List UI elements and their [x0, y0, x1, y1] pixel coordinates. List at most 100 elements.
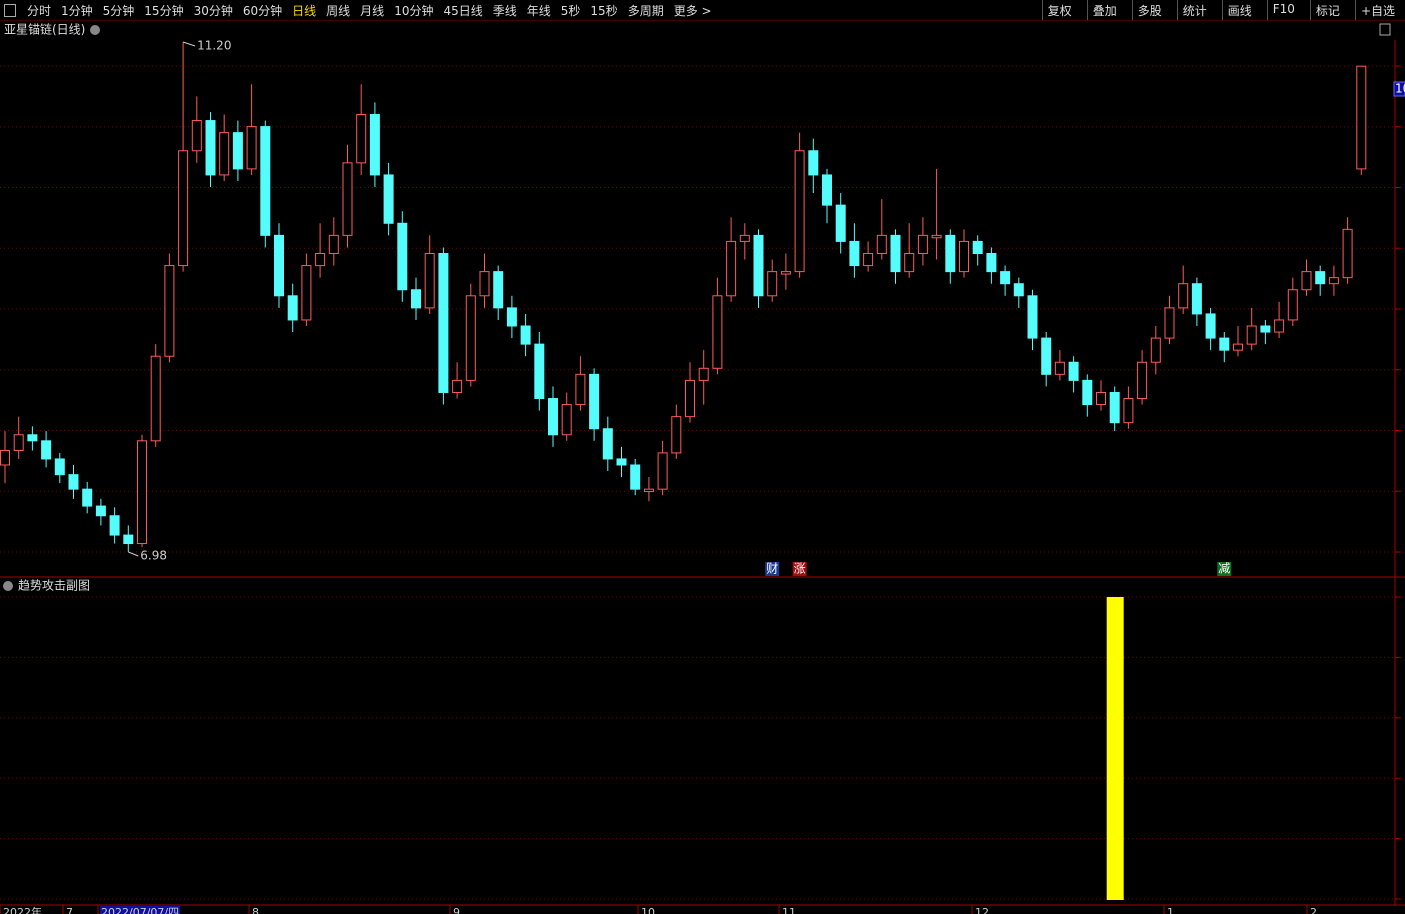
toolbar-button[interactable]: 30分钟 — [193, 3, 233, 18]
candle-body — [822, 174, 832, 206]
event-label: 财 — [766, 562, 778, 576]
event-label: 减 — [1218, 562, 1230, 576]
event-box — [1217, 562, 1232, 576]
candle-body — [219, 132, 230, 176]
candle-body — [1178, 283, 1189, 309]
candle-body — [1260, 325, 1271, 333]
candle-body — [835, 204, 846, 242]
time-label: 1 — [1167, 906, 1174, 914]
candle-body — [1150, 337, 1161, 363]
candle-body — [424, 252, 435, 309]
event-box — [792, 562, 807, 576]
candle-body — [630, 464, 641, 490]
toolbar-button[interactable]: 10分钟 — [394, 3, 434, 18]
candle-body — [548, 398, 558, 436]
indicator-menu[interactable] — [3, 581, 13, 591]
toolbar-button[interactable]: +自选 — [1354, 0, 1400, 20]
candle-body — [1356, 65, 1367, 170]
candle-body — [287, 295, 298, 321]
toolbar-button[interactable]: 年线 — [526, 3, 551, 18]
candle-body — [1164, 307, 1175, 339]
candle-body — [465, 295, 476, 381]
candle-body — [54, 458, 65, 476]
candle-body — [657, 452, 668, 490]
toolbar-button[interactable]: 60分钟 — [242, 3, 283, 18]
tool-buttons: 复权 叠加 多股 统计 画线 F10 标记 +自选 — [1037, 0, 1405, 20]
candle-body — [602, 428, 613, 460]
max-pointer — [182, 41, 196, 47]
candle-body — [1191, 283, 1202, 315]
candle-body — [369, 114, 380, 176]
candle-body — [1096, 391, 1106, 406]
event-label: 涨 — [794, 561, 806, 576]
signal-bar — [1106, 597, 1124, 900]
toolbar-button[interactable]: 15秒 — [590, 3, 618, 18]
toolbar-button[interactable]: 画线 — [1221, 0, 1257, 20]
candle-body — [397, 222, 408, 291]
candle-body — [383, 174, 394, 224]
toolbar-button[interactable]: 1分钟 — [61, 3, 93, 18]
toolbar-button[interactable]: 季线 — [492, 3, 517, 18]
candle-body — [452, 379, 463, 393]
candle-body — [1205, 313, 1216, 339]
candle-body — [1041, 337, 1052, 375]
toolbar-button[interactable]: 15分钟 — [144, 3, 184, 18]
pane-button[interactable] — [1379, 23, 1391, 36]
candle-body — [643, 488, 654, 493]
toolbar-button[interactable]: 更多 > — [673, 3, 712, 18]
candle-body — [753, 234, 764, 297]
toolbar-button[interactable]: 45日线 — [443, 3, 483, 18]
time-label: 2022年 — [3, 905, 42, 914]
candle-body — [561, 404, 572, 436]
candle-body — [150, 355, 161, 442]
time-label: 10 — [641, 906, 655, 914]
candle-body — [1301, 271, 1312, 291]
toolbar-button[interactable]: 多周期 — [627, 3, 664, 18]
toolbar: 分时 1分钟 5分钟 15分钟 30分钟 60分钟 日线 周线 月线 10分钟 45日线 季线 年线 5秒… — [0, 0, 1405, 21]
candle-body — [767, 271, 778, 297]
candle-body — [438, 252, 449, 393]
toolbar-button[interactable]: 统计 — [1176, 0, 1212, 20]
candle-body — [739, 234, 750, 242]
time-label: 9 — [453, 906, 460, 914]
candle-body — [1274, 319, 1285, 333]
candle-body — [794, 150, 805, 273]
candle-body — [1123, 398, 1134, 424]
candle-body — [1027, 295, 1038, 339]
candle-body — [726, 240, 737, 297]
candle-body — [1068, 361, 1079, 381]
candle-body — [945, 234, 956, 273]
candle-body — [1315, 271, 1326, 285]
time-label: 12 — [975, 906, 989, 914]
candle-body — [808, 150, 819, 176]
candle-body — [671, 416, 682, 454]
toolbar-button[interactable]: F10 — [1266, 0, 1300, 20]
min-pointer — [128, 551, 139, 557]
toolbar-button[interactable]: 周线 — [326, 3, 351, 18]
icon[interactable] — [4, 3, 16, 17]
toolbar-button[interactable]: 5分钟 — [102, 3, 135, 18]
candle-body — [1109, 391, 1120, 424]
toolbar-button[interactable]: 5秒 — [560, 3, 581, 18]
candle-body — [0, 449, 10, 466]
event-box — [765, 562, 780, 576]
candle-body — [1013, 283, 1024, 297]
candle-body — [68, 474, 79, 490]
price-tag-box — [1393, 81, 1405, 97]
toolbar-button[interactable]: 分时 — [27, 3, 52, 18]
candle-body — [1082, 379, 1093, 406]
toolbar-button[interactable]: 多股 — [1131, 0, 1167, 20]
title-menu[interactable] — [90, 25, 100, 35]
toolbar-button[interactable]: 月线 — [360, 3, 385, 18]
toolbar-button[interactable]: 日线 — [292, 3, 317, 18]
toolbar-button[interactable]: 复权 — [1041, 0, 1077, 20]
candle-body — [1137, 361, 1148, 400]
toolbar-button[interactable]: 叠加 — [1086, 0, 1122, 20]
toolbar-button[interactable]: 标记 — [1309, 0, 1345, 20]
candle-body — [205, 120, 216, 176]
candle-body — [1000, 271, 1011, 285]
candle-body — [1342, 228, 1353, 279]
candle-body — [712, 295, 723, 369]
